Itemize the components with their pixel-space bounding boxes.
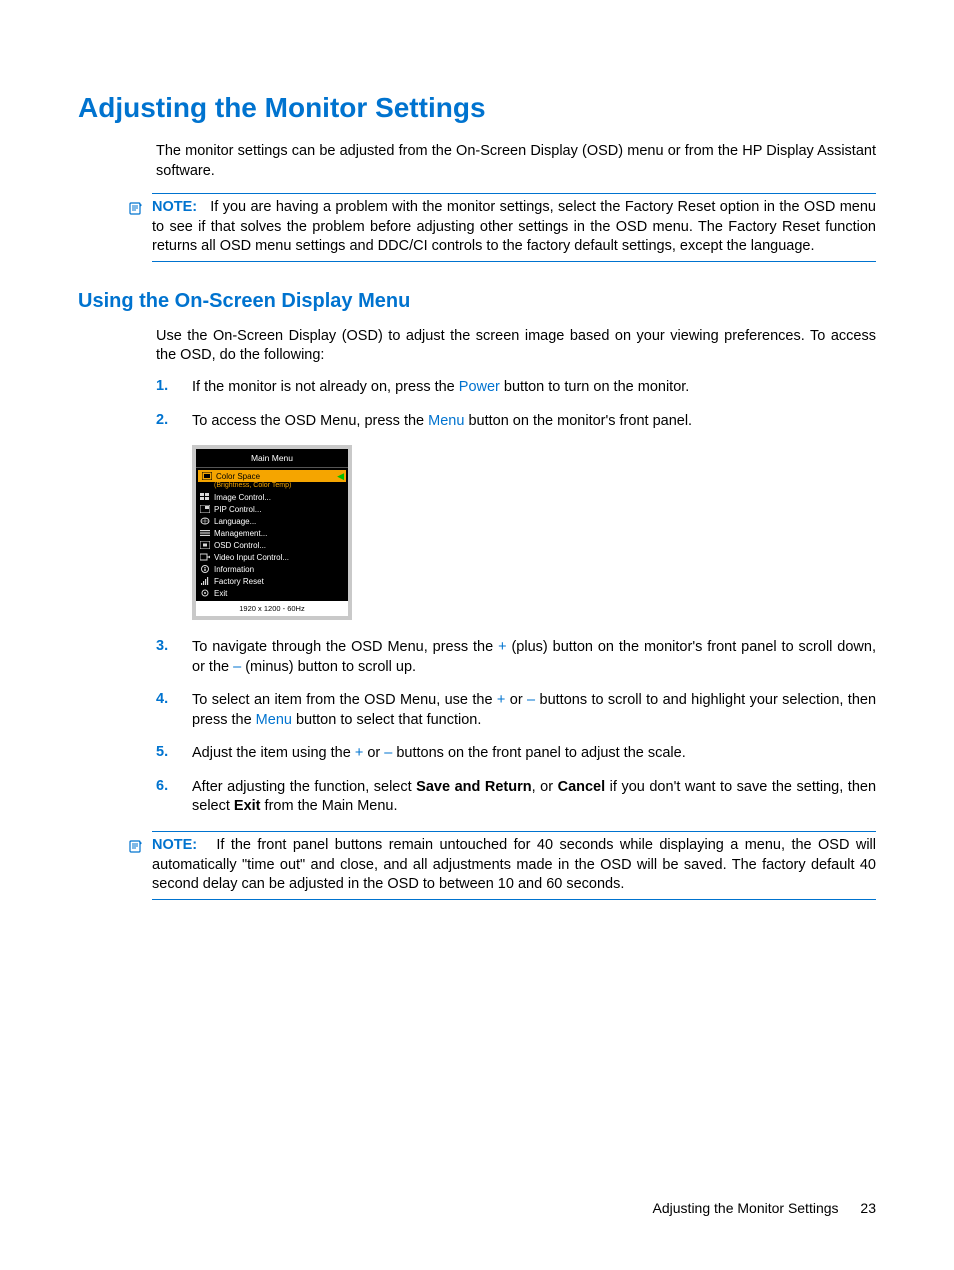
- osd-item: PIP Control...: [196, 503, 348, 515]
- section-intro: Use the On-Screen Display (OSD) to adjus…: [156, 327, 876, 366]
- osd-menu-items: Color Space ◀ (Brightness, Color Temp) I…: [196, 468, 348, 601]
- note-icon: [128, 198, 152, 219]
- osd-subtitle: (Brightness, Color Temp): [196, 482, 348, 491]
- osd-title: Main Menu: [196, 449, 348, 468]
- osd-item: Image Control...: [196, 491, 348, 503]
- step-1: 1. If the monitor is not already on, pre…: [156, 378, 876, 398]
- page-heading: Adjusting the Monitor Settings: [78, 92, 876, 124]
- menu-link: Menu: [428, 413, 464, 429]
- menu-link: Menu: [256, 712, 292, 728]
- note-block-1: NOTE: If you are having a problem with t…: [128, 193, 876, 262]
- step-4: 4. To select an item from the OSD Menu, …: [156, 691, 876, 730]
- osd-item: Factory Reset: [196, 575, 348, 587]
- step-3: 3. To navigate through the OSD Menu, pre…: [156, 638, 876, 677]
- note-block-2: NOTE: If the front panel buttons remain …: [128, 831, 876, 900]
- step-2: 2. To access the OSD Menu, press the Men…: [156, 412, 876, 432]
- footer-title: Adjusting the Monitor Settings: [653, 1200, 839, 1216]
- note-2-text: NOTE: If the front panel buttons remain …: [152, 836, 876, 895]
- steps-list: 1. If the monitor is not already on, pre…: [156, 378, 876, 431]
- section-heading: Using the On-Screen Display Menu: [78, 290, 876, 313]
- intro-paragraph: The monitor settings can be adjusted fro…: [156, 142, 876, 181]
- osd-item: Management...: [196, 527, 348, 539]
- osd-arrow-icon: ◀: [337, 471, 344, 482]
- page-footer: Adjusting the Monitor Settings 23: [653, 1200, 876, 1216]
- document-page: Adjusting the Monitor Settings The monit…: [0, 0, 954, 1270]
- osd-footer: 1920 x 1200 - 60Hz: [196, 601, 348, 616]
- osd-item: Language...: [196, 515, 348, 527]
- note-icon: [128, 836, 152, 857]
- osd-item: OSD Control...: [196, 539, 348, 551]
- steps-list-cont: 3. To navigate through the OSD Menu, pre…: [156, 638, 876, 817]
- power-link: Power: [459, 379, 500, 395]
- note-1-text: NOTE: If you are having a problem with t…: [152, 198, 876, 257]
- step-6: 6. After adjusting the function, select …: [156, 778, 876, 817]
- osd-item: Information: [196, 563, 348, 575]
- osd-item-color-space: Color Space ◀: [198, 470, 346, 482]
- page-number: 23: [860, 1200, 876, 1216]
- osd-item: Video Input Control...: [196, 551, 348, 563]
- step-5: 5. Adjust the item using the + or – butt…: [156, 744, 876, 764]
- osd-item: Exit: [196, 587, 348, 599]
- osd-screenshot: Main Menu Color Space ◀ (Brightness, Col…: [192, 445, 876, 620]
